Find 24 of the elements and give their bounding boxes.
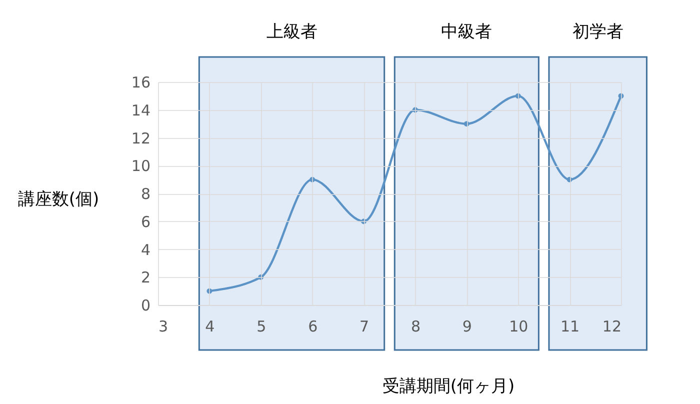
x-axis-title: 受講期間(何ヶ月)	[382, 376, 515, 396]
band-label: 中級者	[441, 22, 492, 42]
y-tick-label: 14	[131, 101, 150, 120]
y-tick-label: 10	[131, 157, 150, 176]
band-label: 初学者	[572, 22, 624, 42]
y-tick-label: 12	[131, 129, 150, 148]
y-tick-label: 8	[140, 185, 150, 203]
x-tick-label: 8	[410, 318, 420, 336]
x-tick-label: 12	[602, 318, 622, 336]
x-tick-label: 7	[360, 318, 370, 336]
y-tick-label: 4	[140, 240, 150, 259]
x-tick-label: 10	[509, 318, 528, 336]
y-tick-label: 16	[131, 74, 150, 92]
x-tick-label: 4	[205, 318, 215, 336]
x-tick-label: 5	[256, 318, 266, 336]
band-label: 上級者	[266, 22, 318, 42]
y-tick-label: 6	[140, 212, 150, 231]
x-tick-label: 9	[462, 318, 472, 336]
y-tick-label: 2	[140, 268, 150, 287]
x-tick-label: 11	[560, 318, 580, 336]
y-axis-title: 講座数(個)	[18, 190, 100, 210]
x-tick-label: 3	[158, 318, 168, 336]
x-tick-label: 6	[308, 318, 318, 336]
y-tick-label: 0	[140, 296, 150, 314]
